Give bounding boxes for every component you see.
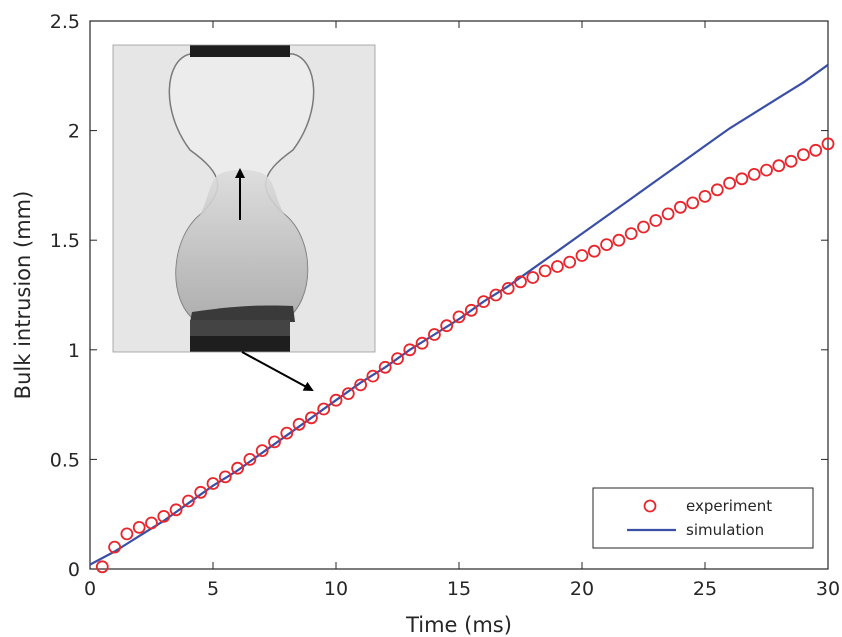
experiment-point [391,352,404,366]
experiment-point [169,503,183,517]
legend-box [592,487,814,549]
y-tick-label: 2 [68,121,80,143]
experiment-point [723,176,736,190]
experiment-point [612,233,626,247]
x-tick-label: 5 [207,578,219,600]
experiment-point [378,360,392,374]
experiment-point [514,275,527,289]
experiment-point [132,521,146,534]
experiment-point [206,477,220,490]
experiment-point [649,214,663,227]
experiment-point [624,227,638,241]
experiment-point [489,288,503,302]
experiment-point [747,167,761,181]
experiment-point [145,516,158,530]
experiment-point [181,494,195,508]
experiment-point [772,159,786,173]
legend-experiment-label: experiment [686,497,772,515]
y-tick-label: 0 [68,559,80,581]
experiment-point [440,319,454,333]
experiment-point [575,249,589,262]
y-tick-label: 1 [68,340,80,362]
experiment-point [809,143,823,157]
experiment-point [292,417,306,431]
experiment-point [686,196,700,210]
y-tick-label: 0.5 [50,449,80,471]
x-tick-label: 25 [693,578,717,600]
experiment-point [710,183,724,197]
legend: experiment simulation [592,487,814,549]
experiment-point [477,295,491,309]
experiment-point [354,378,368,392]
experiment-point [108,540,121,554]
experiment-point [427,328,441,341]
experiment-point [415,336,429,350]
experiment-point [661,207,675,221]
experiment-point [366,369,380,383]
legend-simulation-label: simulation [686,521,764,539]
experiment-point [551,260,564,273]
experiment-point [698,189,712,203]
x-tick-label: 0 [84,578,96,600]
experiment-point [637,220,650,234]
experiment-point [304,411,318,425]
experiment-point [255,444,269,458]
experiment-point [600,238,613,252]
experiment-point [268,435,281,449]
legend-experiment-marker [643,499,657,513]
x-tick-label: 15 [447,578,471,600]
experiment-point [157,510,171,523]
experiment-point [341,387,355,401]
simulation-line [89,63,829,566]
series-layer [89,63,835,574]
experiment-point [243,452,257,466]
y-axis-label: Bulk intrusion (mm) [11,191,35,400]
inset-hourglass-photo [113,45,375,352]
experiment-point [464,303,478,317]
y-axis: 0 0.5 1 1.5 2 2.5 [50,11,828,581]
x-tick-label: 30 [816,578,840,600]
y-tick-label: 1.5 [50,230,80,252]
experiment-point [403,343,417,357]
x-tick-label: 10 [324,578,348,600]
experiment-point [218,470,232,484]
experiment-point [784,154,798,168]
experiment-point [563,255,577,269]
experiment-point [95,560,109,574]
experiment-point [329,393,343,407]
experiment-point [821,137,835,151]
experiment-point [538,264,552,278]
experiment-point [231,461,245,475]
experiment-point [194,485,208,499]
experiment-point [501,281,515,295]
experiment-point [452,310,466,324]
experiment-point [797,148,810,162]
x-tick-label: 20 [570,578,594,600]
experiment-point [735,172,749,186]
experiment-point [674,200,687,214]
experiment-point [317,402,331,416]
experiment-point [587,244,601,258]
experiment-point [760,163,773,177]
x-axis-label: Time (ms) [405,613,512,637]
experiment-point [526,271,540,284]
experiment-point [280,426,294,440]
experiment-point [120,527,134,541]
y-tick-label: 2.5 [50,11,80,33]
x-axis: 0 5 10 15 20 25 30 [84,21,840,600]
diagonal-pointer-arrow [241,351,314,391]
